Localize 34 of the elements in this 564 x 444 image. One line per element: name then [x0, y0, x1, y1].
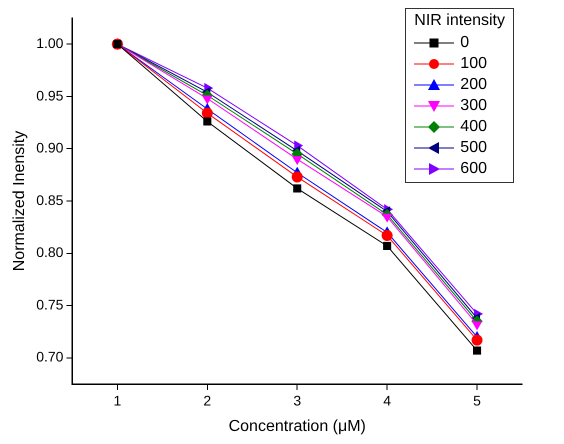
point: [382, 214, 392, 222]
legend-label: 300: [460, 96, 487, 114]
y-tick-label: 0.80: [36, 244, 64, 260]
y-tick-label: 0.75: [36, 296, 64, 312]
y-tick-label: 0.85: [36, 192, 64, 208]
x-axis-title: Concentration (μM): [228, 418, 366, 435]
legend-label: 0: [460, 34, 470, 52]
legend-label: 100: [460, 54, 487, 72]
point: [202, 108, 213, 119]
point: [473, 346, 482, 355]
point: [472, 334, 483, 346]
y-tick-label: 0.95: [36, 87, 64, 104]
point: [292, 156, 302, 165]
point: [203, 117, 212, 126]
y-tick-label: 0.70: [36, 348, 64, 365]
legend-label: 200: [460, 76, 487, 94]
x-tick-label: 2: [203, 392, 212, 408]
point: [472, 321, 482, 330]
legend-label: 500: [460, 138, 487, 156]
point: [293, 184, 302, 192]
point: [202, 96, 212, 104]
point: [383, 242, 392, 250]
point: [382, 230, 393, 242]
y-tick-label: 1.00: [36, 35, 64, 51]
x-tick-label: 4: [383, 392, 392, 408]
y-tick-label: 0.90: [36, 140, 64, 156]
y-axis-title: Normalized Inensity: [11, 130, 28, 272]
legend-label: 400: [460, 118, 487, 136]
legend-title: NIR intensity: [414, 12, 505, 30]
x-tick-label: 1: [114, 392, 122, 408]
x-tick-label: 3: [293, 392, 302, 408]
legend-label: 600: [460, 160, 487, 178]
point: [292, 171, 303, 182]
x-tick-label: 5: [473, 392, 482, 408]
